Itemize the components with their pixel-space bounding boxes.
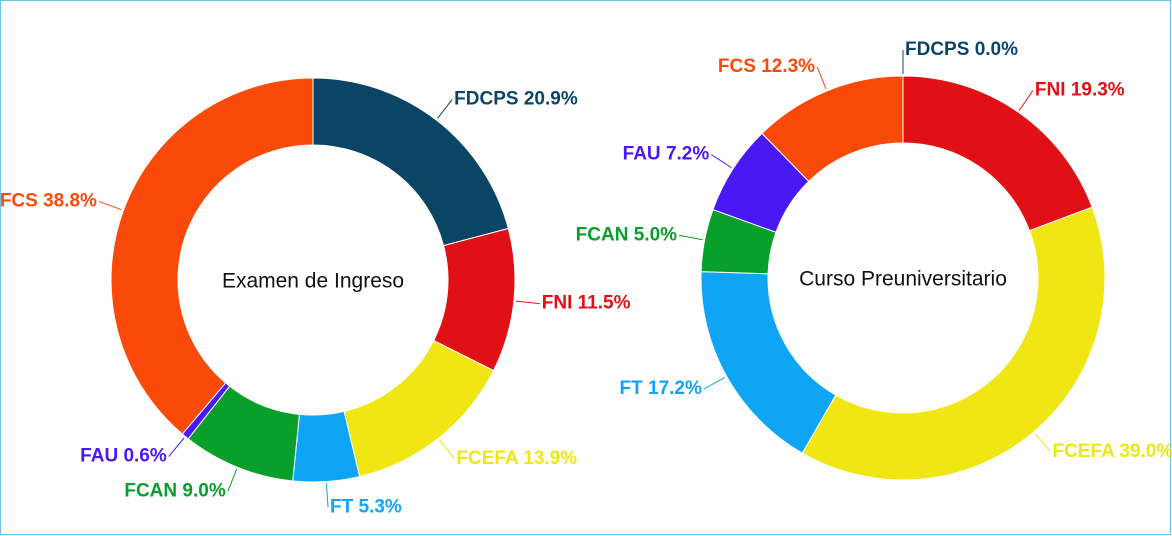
slice-label: FDCPS 0.0% bbox=[905, 39, 1018, 60]
slice-label: FNI 19.3% bbox=[1035, 80, 1125, 101]
slice-category: FCS bbox=[0, 190, 38, 211]
leader-line bbox=[816, 66, 827, 90]
slice-value: 0.6% bbox=[123, 446, 166, 467]
slice-label: FCAN 5.0% bbox=[576, 224, 677, 245]
slice-label: FNI 11.5% bbox=[542, 293, 631, 314]
leader-line bbox=[439, 439, 455, 460]
slice-label: FAU 7.2% bbox=[623, 144, 710, 165]
leader-line bbox=[325, 483, 329, 508]
leader-line bbox=[168, 437, 185, 457]
slice-category: FCEFA bbox=[1053, 441, 1116, 462]
leader-line bbox=[703, 376, 726, 390]
slice-category: FDCPS bbox=[905, 39, 969, 60]
slice-label: FCEFA 39.0% bbox=[1053, 441, 1172, 462]
slice-value: 0.0% bbox=[975, 39, 1018, 60]
slice-category: FNI bbox=[1035, 80, 1066, 101]
slice-value: 11.5% bbox=[578, 293, 631, 314]
slice-category: FCS bbox=[718, 56, 756, 77]
slice-label: FCEFA 13.9% bbox=[456, 448, 577, 469]
slice-category: FAU bbox=[80, 446, 118, 467]
chart-title: Curso Preuniversitario bbox=[799, 268, 1007, 291]
leader-line bbox=[710, 154, 732, 169]
slice-category: FT bbox=[330, 497, 354, 518]
slice-label: FDCPS 20.9% bbox=[454, 88, 578, 109]
slice-value: 20.9% bbox=[524, 88, 578, 109]
leader-line bbox=[1018, 90, 1034, 111]
leader-line bbox=[437, 99, 453, 119]
slice-category: FNI bbox=[542, 293, 573, 314]
slice-category: FT bbox=[620, 378, 644, 399]
donut-segment bbox=[801, 206, 1106, 481]
slice-label: FCAN 9.0% bbox=[124, 480, 225, 501]
slice-value: 9.0% bbox=[182, 480, 225, 501]
leader-line bbox=[515, 300, 540, 305]
leader-line bbox=[227, 469, 238, 492]
leader-line bbox=[98, 200, 122, 211]
slice-value: 38.8% bbox=[43, 190, 97, 211]
slice-value: 39.0% bbox=[1119, 441, 1172, 462]
chart-title: Examen de Ingreso bbox=[222, 270, 404, 293]
slice-category: FAU bbox=[623, 144, 661, 165]
slice-value: 7.2% bbox=[666, 144, 709, 165]
slice-category: FCAN bbox=[124, 480, 177, 501]
donut-segment bbox=[761, 75, 904, 183]
slice-label: FAU 0.6% bbox=[80, 446, 167, 467]
slice-label: FCS 38.8% bbox=[0, 190, 97, 211]
slice-value: 12.3% bbox=[761, 56, 815, 77]
slice-label: FCS 12.3% bbox=[718, 56, 815, 77]
slice-category: FCEFA bbox=[456, 448, 519, 469]
slice-value: 17.2% bbox=[648, 378, 702, 399]
leader-line bbox=[1034, 433, 1051, 453]
slice-value: 19.3% bbox=[1071, 80, 1125, 101]
slice-category: FDCPS bbox=[454, 88, 518, 109]
slice-value: 5.0% bbox=[634, 224, 677, 245]
leader-line bbox=[678, 234, 703, 241]
slice-value: 13.9% bbox=[523, 448, 577, 469]
slice-label: FT 17.2% bbox=[620, 378, 702, 399]
slice-label: FT 5.3% bbox=[330, 497, 402, 518]
slice-value: 5.3% bbox=[359, 497, 402, 518]
slice-category: FCAN bbox=[576, 224, 629, 245]
donut-segment bbox=[110, 77, 314, 435]
